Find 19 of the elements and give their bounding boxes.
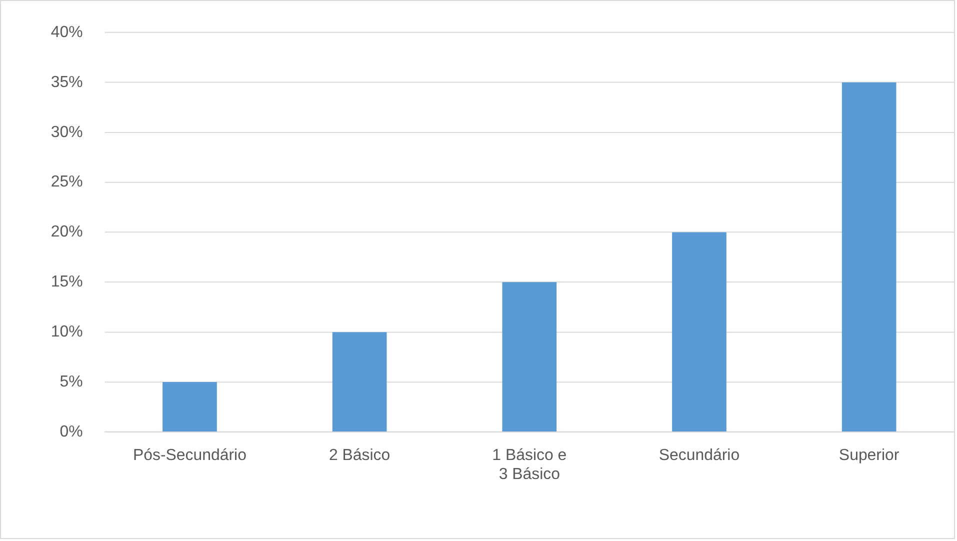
x-tick-label: 1 Básico e 3 Básico (492, 446, 567, 484)
y-tick-label: 20% (50, 224, 83, 241)
y-tick-label: 0% (60, 423, 83, 440)
bar (842, 82, 896, 432)
y-tick-label: 5% (60, 373, 83, 390)
x-tick-label: 2 Básico (328, 446, 390, 464)
y-tick-label: 40% (50, 24, 83, 41)
bar (502, 282, 557, 432)
bar (332, 332, 387, 432)
bar (162, 382, 217, 432)
y-tick-label: 30% (50, 124, 83, 141)
x-tick-label: Superior (838, 446, 900, 464)
y-tick-label: 35% (50, 74, 83, 91)
y-tick-label: 10% (50, 324, 83, 341)
x-tick-label: Pós-Secundário (132, 446, 247, 464)
x-tick-label: Secundário (658, 446, 740, 464)
y-tick-label: 25% (50, 174, 83, 191)
bar (672, 232, 726, 432)
y-tick-label: 15% (50, 274, 83, 291)
